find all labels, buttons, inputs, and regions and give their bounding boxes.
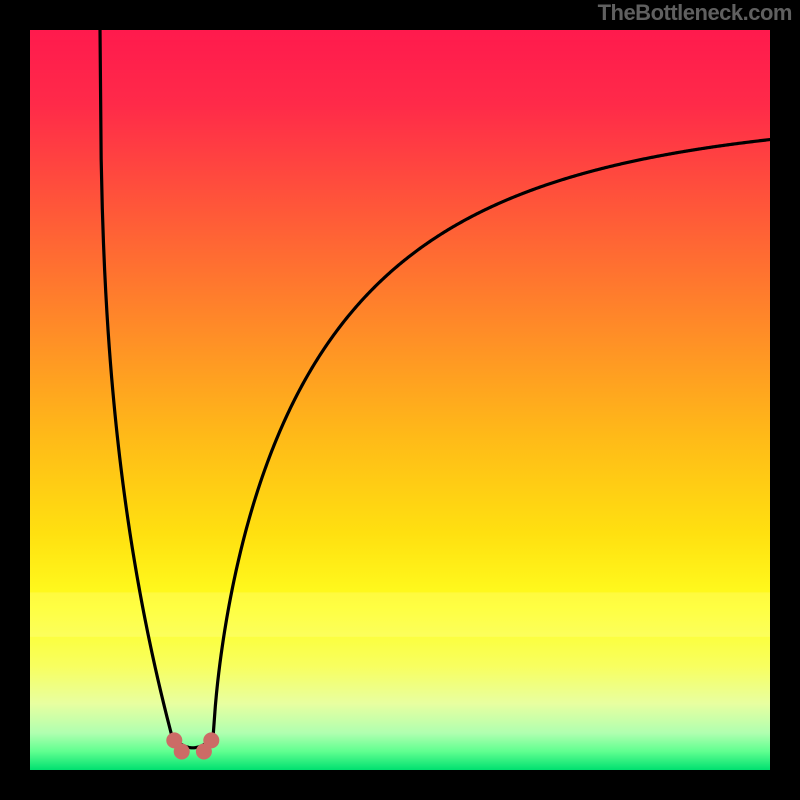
- dip-marker: [203, 732, 219, 748]
- dip-markers: [166, 732, 219, 759]
- bottleneck-v-curve: [78, 0, 770, 748]
- dip-marker: [174, 744, 190, 760]
- watermark-text: TheBottleneck.com: [598, 0, 792, 26]
- curve-layer: [0, 0, 800, 800]
